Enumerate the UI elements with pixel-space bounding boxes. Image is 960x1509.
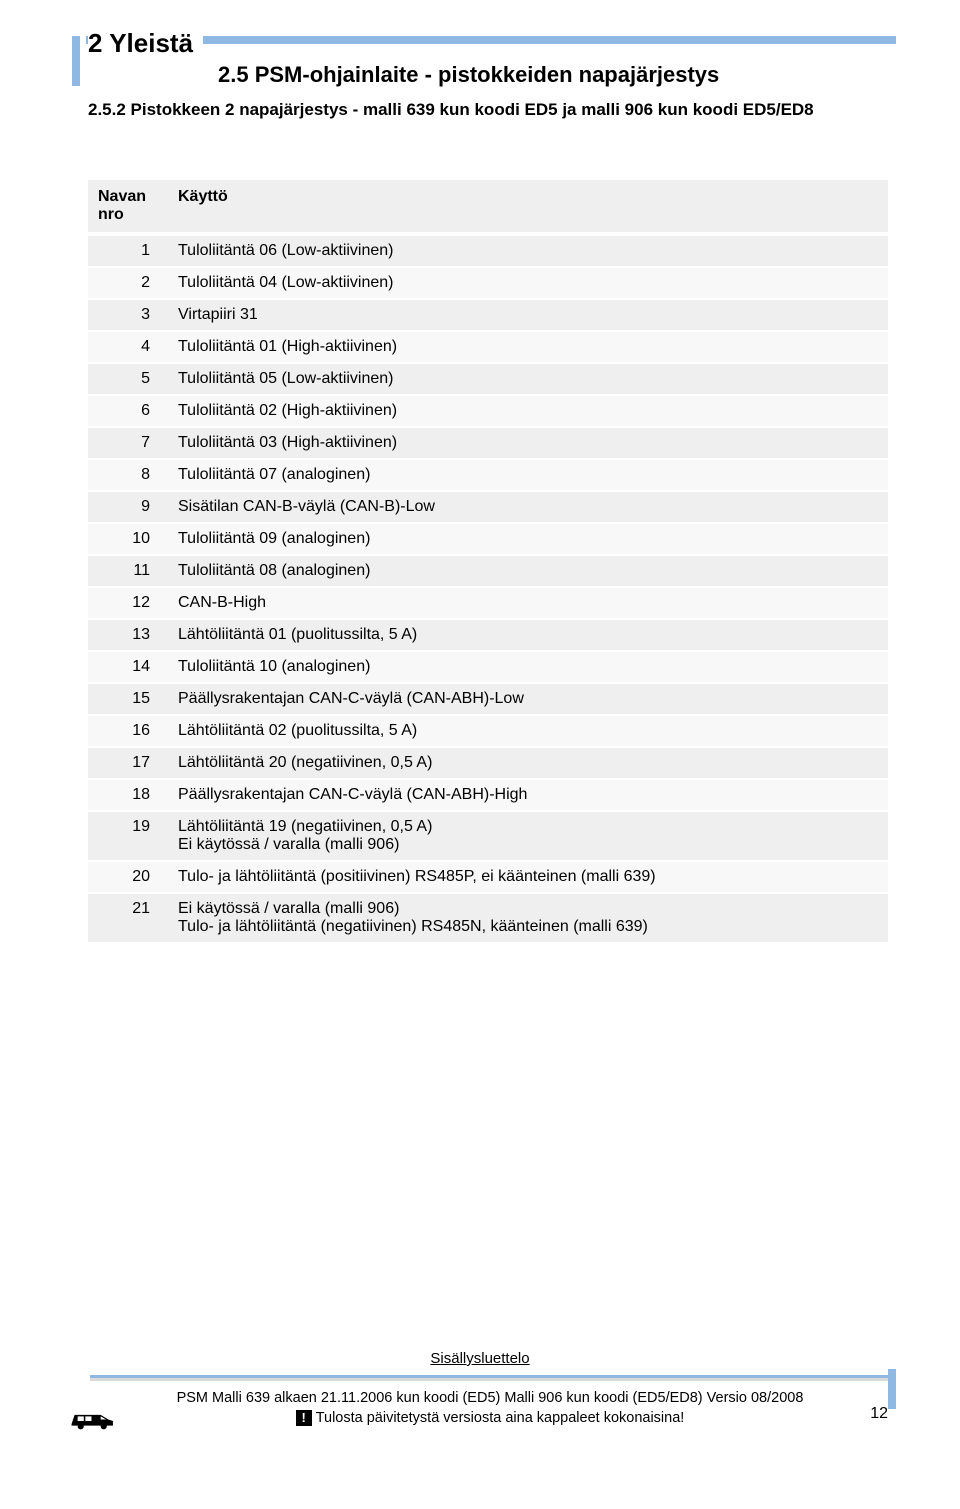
table-row: 6Tuloliitäntä 02 (High-aktiivinen) (88, 395, 888, 427)
table-row: 2Tuloliitäntä 04 (Low-aktiivinen) (88, 267, 888, 299)
pin-usage: Tuloliitäntä 06 (Low-aktiivinen) (168, 234, 888, 267)
pin-number: 20 (88, 861, 168, 893)
page-title: 2 Yleistä (88, 28, 203, 59)
pin-number: 3 (88, 299, 168, 331)
pin-usage: Lähtöliitäntä 20 (negatiivinen, 0,5 A) (168, 747, 888, 779)
pin-usage: Tuloliitäntä 05 (Low-aktiivinen) (168, 363, 888, 395)
pin-number: 4 (88, 331, 168, 363)
pin-usage: Tuloliitäntä 10 (analoginen) (168, 651, 888, 683)
pin-number: 5 (88, 363, 168, 395)
section-title: 2.5.2 Pistokkeen 2 napajärjestys - malli… (88, 100, 814, 120)
table-row: 16Lähtöliitäntä 02 (puolitussilta, 5 A) (88, 715, 888, 747)
page-subtitle: 2.5 PSM-ohjainlaite - pistokkeiden napaj… (210, 62, 727, 88)
footer-doc-version: PSM Malli 639 alkaen 21.11.2006 kun kood… (90, 1388, 890, 1408)
pin-usage: Tuloliitäntä 09 (analoginen) (168, 523, 888, 555)
table-row: 15Päällysrakentajan CAN-C-väylä (CAN-ABH… (88, 683, 888, 715)
pin-usage: Päällysrakentajan CAN-C-väylä (CAN-ABH)-… (168, 779, 888, 811)
table-row: 12CAN-B-High (88, 587, 888, 619)
pin-table: Navan nro Käyttö 1Tuloliitäntä 06 (Low-a… (88, 180, 888, 944)
pin-number: 16 (88, 715, 168, 747)
pin-usage: Tuloliitäntä 02 (High-aktiivinen) (168, 395, 888, 427)
pin-usage: Tulo- ja lähtöliitäntä (positiivinen) RS… (168, 861, 888, 893)
pin-number: 1 (88, 234, 168, 267)
table-row: 20Tulo- ja lähtöliitäntä (positiivinen) … (88, 861, 888, 893)
van-icon (70, 1410, 116, 1437)
pin-number: 18 (88, 779, 168, 811)
pin-usage: Tuloliitäntä 03 (High-aktiivinen) (168, 427, 888, 459)
pin-number: 10 (88, 523, 168, 555)
table-row: 19Lähtöliitäntä 19 (negatiivinen, 0,5 A)… (88, 811, 888, 861)
table-row: 9Sisätilan CAN-B-väylä (CAN-B)-Low (88, 491, 888, 523)
ornament-vert (72, 36, 80, 86)
pin-number: 8 (88, 459, 168, 491)
pin-number: 9 (88, 491, 168, 523)
pin-number: 12 (88, 587, 168, 619)
table-row: 11Tuloliitäntä 08 (analoginen) (88, 555, 888, 587)
toc-link[interactable]: Sisällysluettelo (0, 1350, 960, 1367)
pin-number: 13 (88, 619, 168, 651)
table-header-use: Käyttö (168, 180, 888, 234)
table-row: 4Tuloliitäntä 01 (High-aktiivinen) (88, 331, 888, 363)
table-row: 21Ei käytössä / varalla (malli 906) Tulo… (88, 893, 888, 943)
footer-rule (90, 1375, 888, 1378)
warning-icon: ! (296, 1410, 312, 1426)
pin-number: 19 (88, 811, 168, 861)
pin-number: 7 (88, 427, 168, 459)
table-row: 17Lähtöliitäntä 20 (negatiivinen, 0,5 A) (88, 747, 888, 779)
pin-usage: Tuloliitäntä 04 (Low-aktiivinen) (168, 267, 888, 299)
table-row: 5Tuloliitäntä 05 (Low-aktiivinen) (88, 363, 888, 395)
pin-usage: Sisätilan CAN-B-väylä (CAN-B)-Low (168, 491, 888, 523)
pin-number: 6 (88, 395, 168, 427)
table-body: 1Tuloliitäntä 06 (Low-aktiivinen)2Tuloli… (88, 234, 888, 943)
pin-usage: Tuloliitäntä 01 (High-aktiivinen) (168, 331, 888, 363)
table-row: 18Päällysrakentajan CAN-C-väylä (CAN-ABH… (88, 779, 888, 811)
footer: PSM Malli 639 alkaen 21.11.2006 kun kood… (90, 1388, 890, 1429)
pin-usage: Päällysrakentajan CAN-C-väylä (CAN-ABH)-… (168, 683, 888, 715)
pin-usage: Lähtöliitäntä 02 (puolitussilta, 5 A) (168, 715, 888, 747)
pin-number: 14 (88, 651, 168, 683)
pin-usage: Virtapiiri 31 (168, 299, 888, 331)
pin-number: 2 (88, 267, 168, 299)
table-row: 8Tuloliitäntä 07 (analoginen) (88, 459, 888, 491)
footer-print-note: Tulosta päivitetystä versiosta aina kapp… (316, 1408, 685, 1428)
pin-usage: Tuloliitäntä 07 (analoginen) (168, 459, 888, 491)
pin-usage: CAN-B-High (168, 587, 888, 619)
pin-number: 15 (88, 683, 168, 715)
pin-usage: Ei käytössä / varalla (malli 906) Tulo- … (168, 893, 888, 943)
pin-usage: Lähtöliitäntä 19 (negatiivinen, 0,5 A) E… (168, 811, 888, 861)
pin-number: 11 (88, 555, 168, 587)
table-row: 1Tuloliitäntä 06 (Low-aktiivinen) (88, 234, 888, 267)
ornament-horiz (86, 36, 896, 44)
pin-number: 17 (88, 747, 168, 779)
table-row: 14Tuloliitäntä 10 (analoginen) (88, 651, 888, 683)
pin-number: 21 (88, 893, 168, 943)
page-number: 12 (870, 1405, 888, 1423)
table-row: 3Virtapiiri 31 (88, 299, 888, 331)
table-row: 10Tuloliitäntä 09 (analoginen) (88, 523, 888, 555)
table-header-pin: Navan nro (88, 180, 168, 234)
pin-usage: Tuloliitäntä 08 (analoginen) (168, 555, 888, 587)
pin-usage: Lähtöliitäntä 01 (puolitussilta, 5 A) (168, 619, 888, 651)
table-row: 13Lähtöliitäntä 01 (puolitussilta, 5 A) (88, 619, 888, 651)
table-row: 7Tuloliitäntä 03 (High-aktiivinen) (88, 427, 888, 459)
